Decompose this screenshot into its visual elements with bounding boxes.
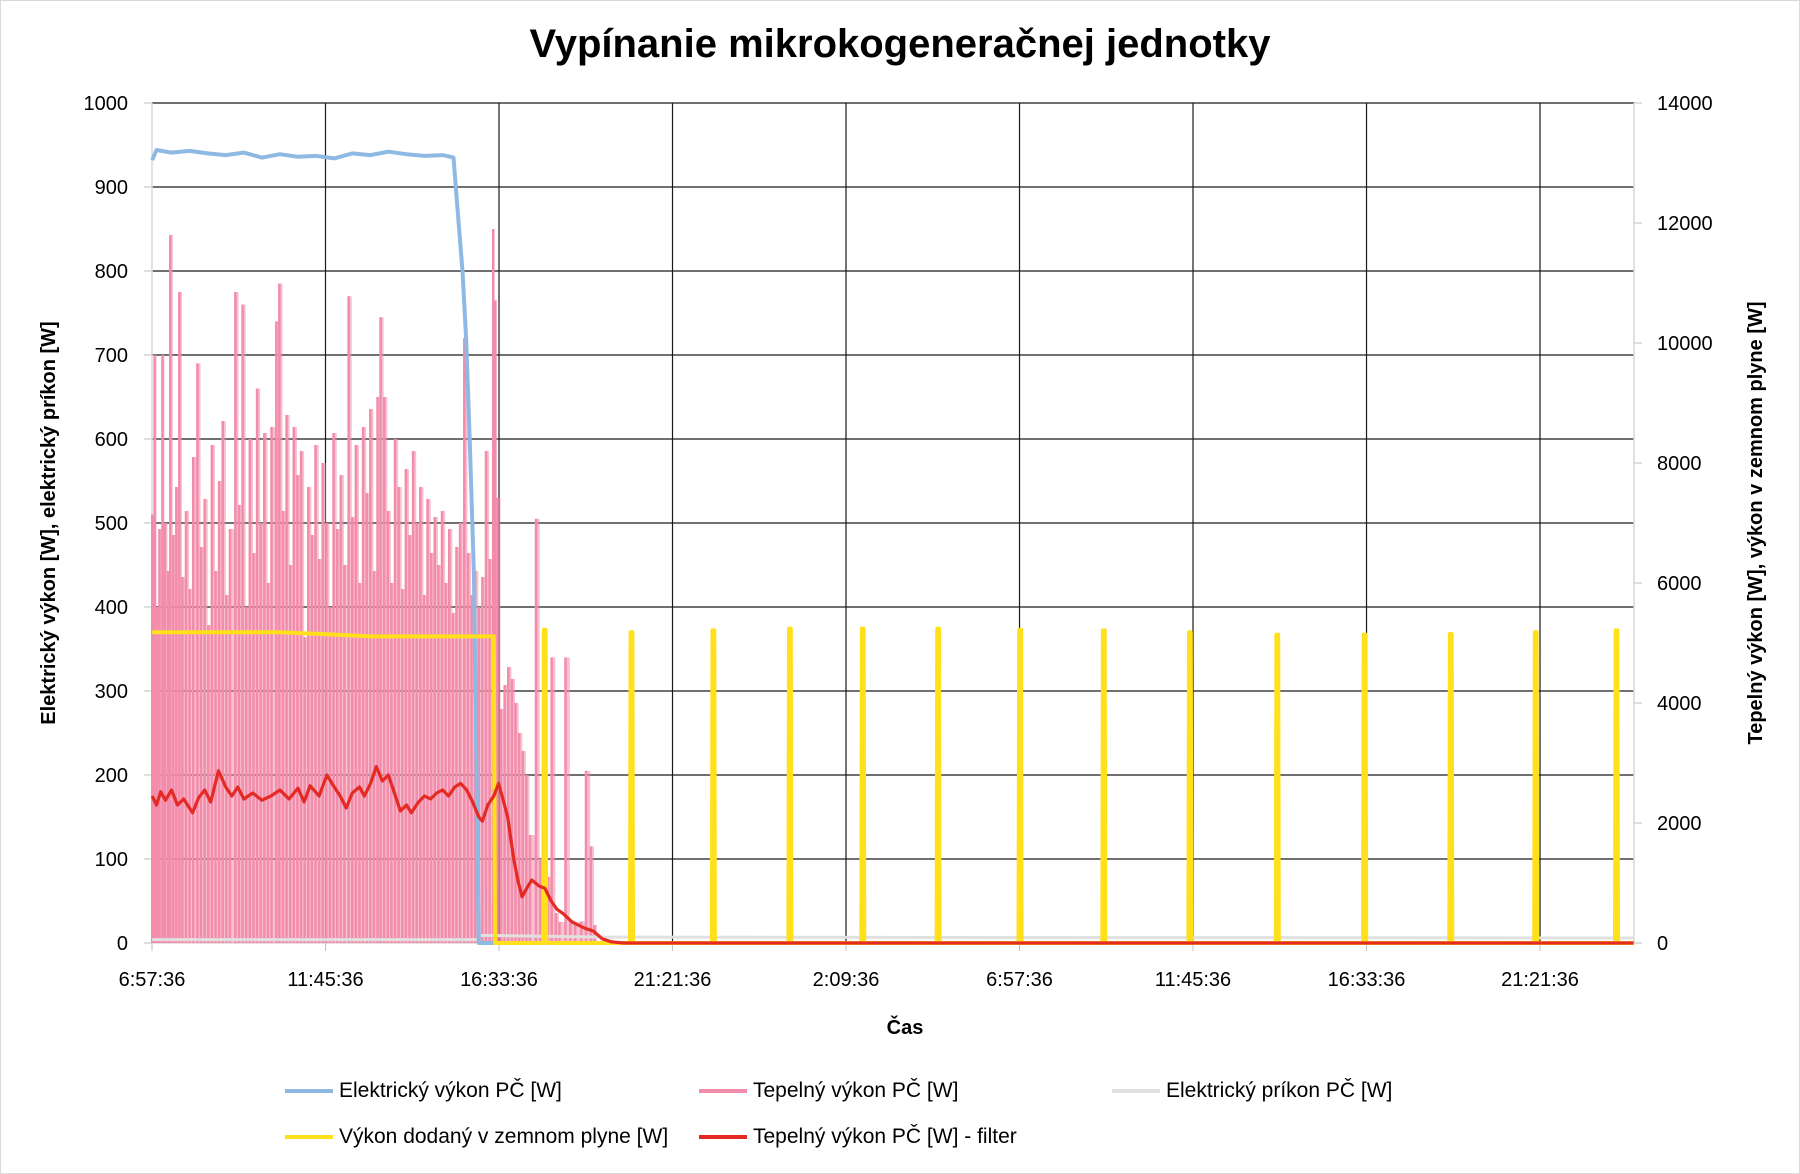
chart-title: Vypínanie mikrokogeneračnej jednotky: [529, 22, 1271, 66]
legend-item: Výkon dodaný v zemnom plyne [W]: [285, 1125, 668, 1149]
data-area-segment: [534, 518, 540, 943]
legend-label: Tepelný výkon PČ [W] - filter: [753, 1125, 1017, 1148]
data-area-segment: [569, 920, 575, 943]
y-tick-left-label: 200: [95, 765, 128, 787]
legend-swatch: [1112, 1089, 1160, 1093]
data-area-segment: [584, 770, 591, 943]
x-tick-label: 21:21:36: [634, 969, 712, 991]
data-area-segment: [192, 457, 197, 943]
legend-label: Elektrický výkon PČ [W]: [339, 1079, 562, 1102]
series-tepeln-v-kon-p-w-filter: [150, 764, 1634, 945]
legend-label: Elektrický príkon PČ [W]: [1166, 1079, 1393, 1102]
y-axis-right-title: Tepelný výkon [W], výkon v zemnom plyne …: [1745, 301, 1767, 744]
y-tick-left-label: 1000: [84, 93, 129, 115]
x-axis-title: Čas: [887, 1015, 924, 1039]
legend-item: Tepelný výkon PČ [W] - filter: [699, 1125, 1017, 1149]
data-area-segment: [558, 922, 566, 943]
x-tick-label: 16:33:36: [1328, 969, 1406, 991]
y-tick-left-label: 800: [95, 261, 128, 283]
y-tick-left-label: 600: [95, 429, 128, 451]
y-tick-right-label: 12000: [1657, 213, 1713, 235]
data-area-segment: [528, 835, 536, 943]
x-tick-label: 6:57:36: [986, 969, 1053, 991]
legend-label: Tepelný výkon PČ [W]: [753, 1079, 959, 1102]
series-tepeln-v-kon-p-w-: [150, 229, 597, 944]
legend-item: Elektrický výkon PČ [W]: [285, 1079, 562, 1103]
y-tick-right-label: 4000: [1657, 693, 1702, 715]
y-tick-right-label: 8000: [1657, 453, 1702, 475]
y-axis-left-title: Elektrický výkon [W], elektrický príkon …: [38, 321, 60, 724]
tick-labels: 0100200300400500600700800900100002000400…: [84, 93, 1713, 991]
y-tick-right-label: 6000: [1657, 573, 1702, 595]
x-tick-label: 6:57:36: [119, 969, 186, 991]
y-tick-left-label: 400: [95, 597, 128, 619]
legend-swatch: [285, 1089, 333, 1093]
x-tick-label: 11:45:36: [1155, 969, 1231, 991]
legend-label: Výkon dodaný v zemnom plyne [W]: [339, 1125, 669, 1148]
data-area-segment: [580, 921, 586, 943]
y-tick-left-label: 700: [95, 345, 128, 367]
legend-swatch: [285, 1135, 333, 1139]
legend-swatch: [699, 1089, 747, 1093]
y-tick-left-label: 100: [95, 849, 128, 871]
y-tick-left-label: 500: [95, 513, 128, 535]
y-tick-left-label: 300: [95, 681, 128, 703]
y-tick-right-label: 0: [1657, 933, 1668, 955]
y-tick-right-label: 14000: [1657, 93, 1713, 115]
data-area-segment: [270, 427, 276, 943]
series-elektrick-v-kon-p-w-: [150, 148, 1634, 945]
legend-item: Tepelný výkon PČ [W]: [699, 1079, 958, 1103]
y-tick-left-label: 0: [117, 933, 128, 955]
x-tick-label: 11:45:36: [287, 969, 363, 991]
x-tick-label: 16:33:36: [460, 969, 538, 991]
data-area-segment: [228, 529, 235, 943]
series-layer: [150, 148, 1634, 945]
data-area-segment: [574, 922, 581, 943]
y-tick-right-label: 2000: [1657, 813, 1702, 835]
x-tick-label: 21:21:36: [1501, 969, 1579, 991]
data-area-segment: [459, 523, 464, 943]
y-tick-right-label: 10000: [1657, 333, 1713, 355]
data-area-segment: [343, 565, 349, 943]
data-area-segment: [550, 657, 556, 943]
legend-item: Elektrický príkon PČ [W]: [1112, 1079, 1392, 1103]
x-tick-label: 2:09:36: [813, 969, 880, 991]
series-v-kon-dodan-v-zemnom-plyne-w-: [152, 626, 1634, 945]
data-area-segment: [564, 657, 570, 943]
legend-swatch: [699, 1135, 747, 1139]
y-tick-left-label: 900: [95, 177, 128, 199]
